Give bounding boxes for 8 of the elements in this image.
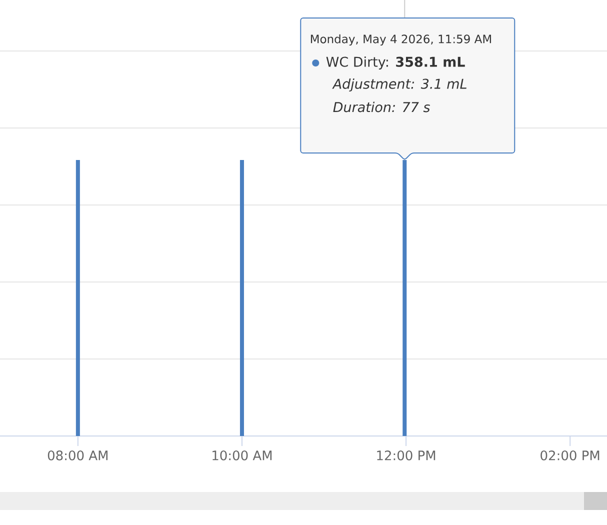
text: Monday, May 4 2026, 11:59 AM (310, 34, 491, 46)
text: Duration: 77 s (333, 102, 430, 112)
x-tick-label: 08:00 AM (48, 450, 108, 460)
text: Adjustment: 3.1 mL (332, 78, 466, 92)
x-tick-label: 12:00 PM (377, 450, 436, 460)
x-tick-label: 10:00 AM (212, 450, 272, 460)
x-tick-label: 02:00 PM (540, 450, 600, 460)
text: WC Dirty: 358.1 mL (326, 56, 465, 70)
